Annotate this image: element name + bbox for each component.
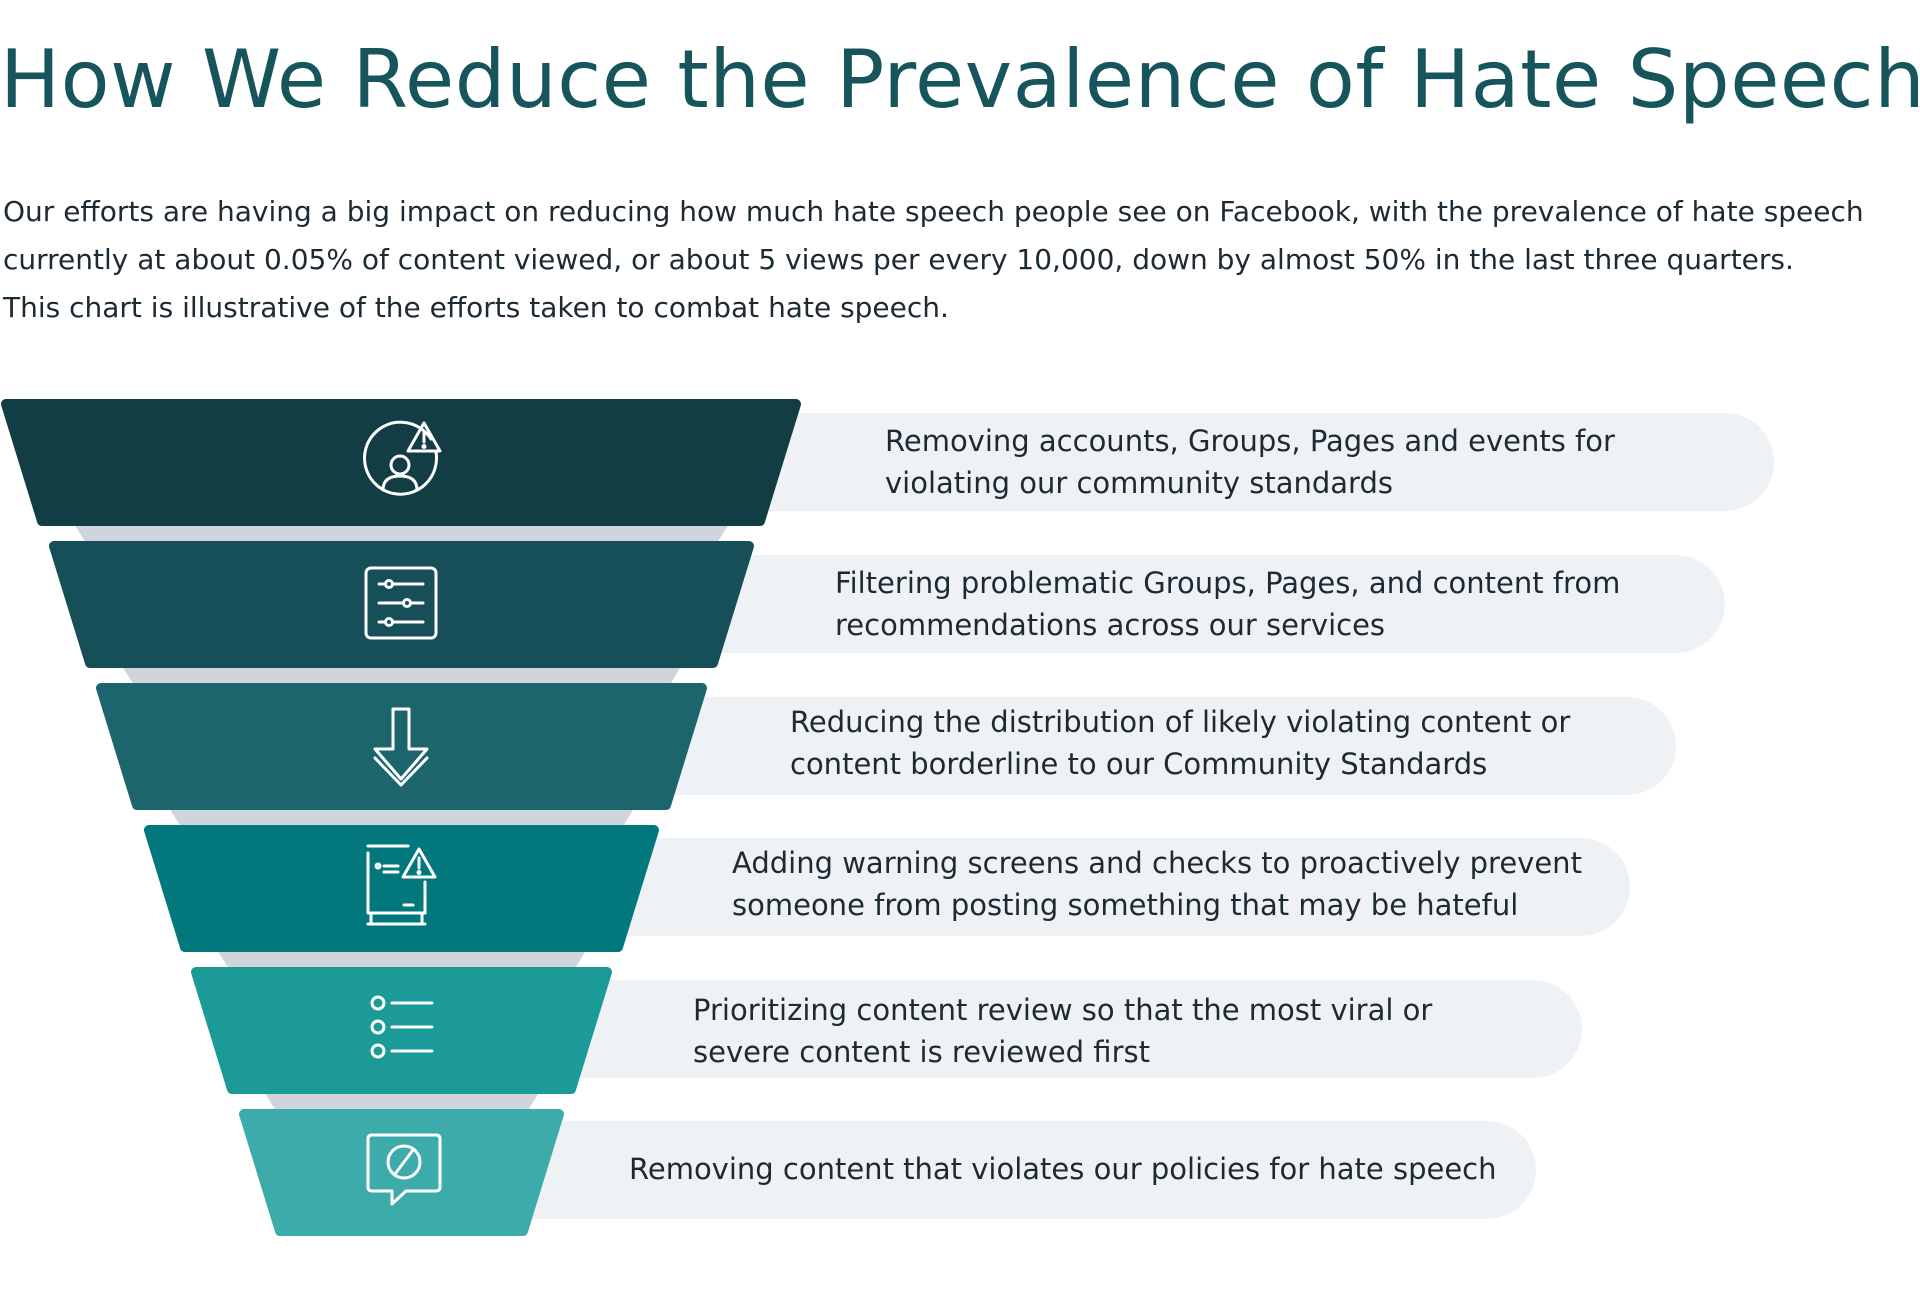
funnel-text-1: Removing accounts, Groups, Pages and eve…: [885, 424, 1615, 500]
warning-screen-icon: [366, 844, 437, 926]
funnel-text-box-6: Removing content that violates our polic…: [490, 1121, 1536, 1219]
funnel-tier-4: [144, 825, 659, 952]
filter-settings-icon: [364, 566, 438, 640]
funnel-text-5: Prioritizing content review so that the …: [693, 993, 1433, 1069]
priority-list-icon: [370, 995, 434, 1059]
page-title: How We Reduce the Prevalence of Hate Spe…: [0, 33, 1920, 126]
funnel-connector-1: [72, 521, 731, 546]
down-arrow-icon: [373, 707, 429, 787]
funnel-text-6: Removing content that violates our polic…: [629, 1152, 1497, 1186]
funnel-tier-3: [96, 683, 707, 810]
intro-paragraph: Our efforts are having a big impact on r…: [3, 195, 1864, 324]
funnel-text-3: Reducing the distribution of likely viol…: [790, 705, 1571, 781]
funnel-connector-5: [262, 1089, 541, 1114]
funnel-connector-3: [167, 805, 636, 830]
funnel-text-box-5: Prioritizing content review so that the …: [540, 980, 1582, 1078]
funnel-text-4: Adding warning screens and checks to pro…: [732, 846, 1582, 922]
funnel-text-box-2: Filtering problematic Groups, Pages, and…: [690, 555, 1725, 653]
funnel-text-box-4: Adding warning screens and checks to pro…: [590, 838, 1630, 936]
funnel-tier-1: [1, 399, 801, 526]
blocked-message-icon: [366, 1133, 442, 1206]
funnel-tier-6: [239, 1109, 564, 1236]
funnel-text-2: Filtering problematic Groups, Pages, and…: [835, 566, 1621, 642]
funnel-text-box-3: Reducing the distribution of likely viol…: [640, 697, 1676, 795]
funnel-connector-4: [215, 947, 588, 972]
account-warning-icon: [363, 420, 442, 496]
funnel-text-box-1: Removing accounts, Groups, Pages and eve…: [740, 413, 1774, 511]
funnel-connector-2: [120, 663, 683, 688]
funnel-tier-5: [191, 967, 612, 1094]
